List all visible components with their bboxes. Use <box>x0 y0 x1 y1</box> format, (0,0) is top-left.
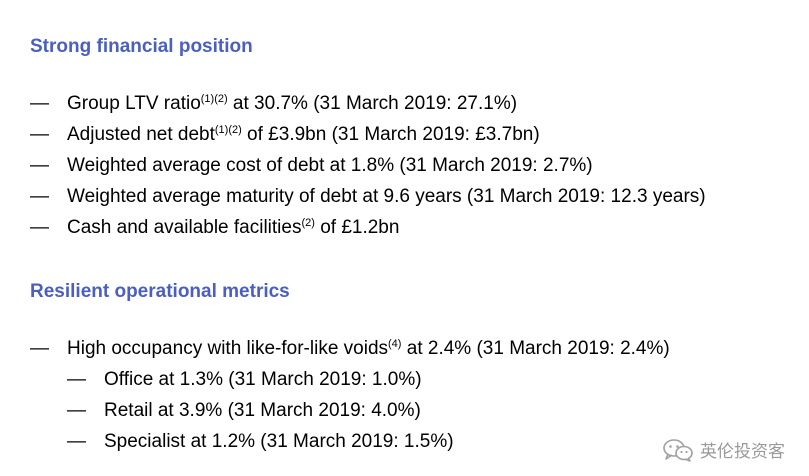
bullet-text: Retail at 3.9% (31 March 2019: 4.0%) <box>104 400 421 421</box>
section-heading-operational: Resilient operational metrics <box>30 281 290 302</box>
footnote-ref: (1)(2) <box>200 93 228 105</box>
bullet-text: Weighted average maturity of debt at 9.6… <box>67 186 706 207</box>
bullet-text: Group LTV ratio(1)(2) at 30.7% (31 March… <box>67 93 518 114</box>
wechat-icon <box>663 438 693 462</box>
bullet-dash: — <box>67 431 86 452</box>
bullet-text: Weighted average cost of debt at 1.8% (3… <box>67 155 593 176</box>
bullet-text: Adjusted net debt(1)(2) of £3.9bn (31 Ma… <box>67 124 540 145</box>
bullet-dash: — <box>30 338 49 359</box>
bullet-dash: — <box>30 217 49 238</box>
section-heading-financial: Strong financial position <box>30 36 253 57</box>
footnote-ref: (1)(2) <box>214 124 242 136</box>
watermark-text: 英伦投资客 <box>700 442 785 462</box>
bullet-text: Office at 1.3% (31 March 2019: 1.0%) <box>104 369 422 390</box>
watermark: 英伦投资客 <box>662 437 785 462</box>
bullet-dash: — <box>67 400 86 421</box>
bullet-dash: — <box>30 124 49 145</box>
bullet-text: Specialist at 1.2% (31 March 2019: 1.5%) <box>104 431 454 452</box>
footnote-ref: (4) <box>388 338 402 350</box>
bullet-dash: — <box>30 186 49 207</box>
bullet-dash: — <box>30 93 49 114</box>
footnote-ref: (2) <box>301 217 315 229</box>
bullet-dash: — <box>30 155 49 176</box>
bullet-dash: — <box>67 369 86 390</box>
bullet-text: High occupancy with like-for-like voids(… <box>67 338 670 359</box>
bullet-text: Cash and available facilities(2) of £1.2… <box>67 217 400 238</box>
